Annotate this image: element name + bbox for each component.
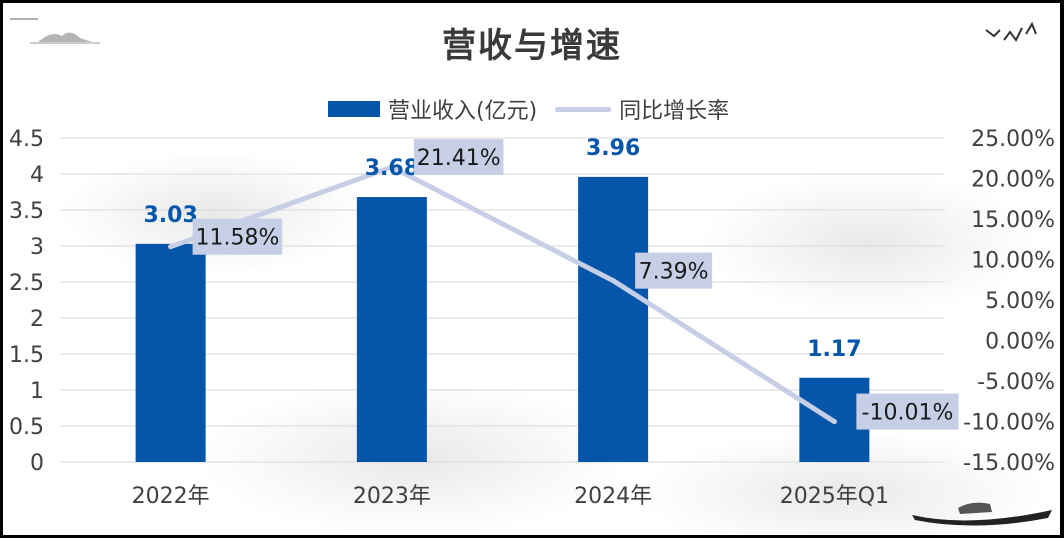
y-right-tick-label: 25.00% <box>971 127 1055 152</box>
y-right-tick-label: 0.00% <box>985 330 1055 355</box>
bar <box>356 197 427 463</box>
y-right-tick-label: -5.00% <box>977 370 1055 395</box>
y-left-tick-label: 3.5 <box>9 199 44 224</box>
line-data-labels: 11.58% 21.41% 7.39% -10.01% <box>192 139 959 430</box>
y-right-tick-label: -10.00% <box>963 411 1055 436</box>
legend-swatch-bar <box>328 101 380 117</box>
line-value-label: 7.39% <box>639 260 709 285</box>
decor-layer <box>10 18 1052 526</box>
line-value-label: -10.01% <box>862 401 954 426</box>
bar-value-label: 3.96 <box>586 136 640 161</box>
y-left-tick-label: 1 <box>30 379 44 404</box>
y-right-tick-label: 20.00% <box>971 168 1055 193</box>
y-left-tick-label: 2.5 <box>9 271 44 296</box>
legend-item-bar: 营业收入(亿元) <box>328 93 537 125</box>
legend-label-bar: 营业收入(亿元) <box>388 99 538 124</box>
y-right-tick-label: 15.00% <box>971 208 1055 233</box>
growth-rate-line <box>168 164 837 425</box>
line-point <box>831 419 837 425</box>
birds-icon <box>985 21 1037 42</box>
legend-swatch-line <box>555 106 612 112</box>
bar-value-label: 3.68 <box>365 156 419 181</box>
line-value-label: 21.41% <box>417 146 501 171</box>
bar <box>578 176 649 462</box>
ink-mist-decoration <box>703 173 1033 313</box>
x-tick-label: 2023年 <box>353 484 431 509</box>
y-right-tick-label: 5.00% <box>985 289 1055 314</box>
y-axis-right: -15.00% -10.00% -5.00% 0.00% 5.00% 10.00% 15.0… <box>963 127 1055 476</box>
y-left-tick-label: 3 <box>30 235 44 260</box>
y-left-tick-label: 4.5 <box>9 127 44 152</box>
y-left-tick-label: 0.5 <box>9 415 44 440</box>
line-series <box>168 164 837 425</box>
y-left-tick-label: 0 <box>30 451 44 476</box>
x-tick-label: 2022年 <box>132 484 210 509</box>
bar-value-label: 1.17 <box>807 337 861 362</box>
bar-series <box>135 176 870 463</box>
y-right-tick-label: -15.00% <box>963 451 1055 476</box>
legend-item-line: 同比增长率 <box>555 93 729 125</box>
line-label-box <box>856 393 959 430</box>
line-value-label: 11.58% <box>195 226 279 251</box>
bar-value-label: 3.03 <box>143 203 197 228</box>
y-right-tick-label: 10.00% <box>971 249 1055 274</box>
y-left-tick-label: 4 <box>30 163 44 188</box>
boat-icon <box>912 502 1052 526</box>
chart-title: 营收与增速 <box>442 26 622 66</box>
line-label-box <box>413 139 504 176</box>
line-point <box>168 244 174 250</box>
y-axis-left: 0 0.5 1 1.5 2 2.5 3 3.5 4 4.5 <box>9 127 44 476</box>
line-label-box <box>192 218 283 255</box>
bar <box>135 243 206 462</box>
x-tick-label: 2024年 <box>574 484 652 509</box>
x-tick-label: 2025年Q1 <box>780 484 889 509</box>
mountain-logo-icon <box>10 18 100 44</box>
line-point <box>389 164 395 170</box>
x-axis: 2022年 2023年 2024年 2025年Q1 <box>132 484 889 509</box>
line-point <box>610 278 616 284</box>
chart-legend: 营业收入(亿元) 同比增长率 <box>328 93 747 125</box>
bar-data-labels: 3.03 3.68 3.96 1.17 <box>143 136 861 362</box>
y-left-tick-label: 1.5 <box>9 343 44 368</box>
line-label-box <box>635 252 713 289</box>
y-left-tick-label: 2 <box>30 307 44 332</box>
legend-label-line: 同比增长率 <box>619 99 730 124</box>
